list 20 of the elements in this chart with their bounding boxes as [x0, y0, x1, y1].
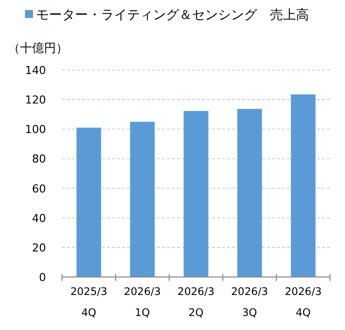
x-tick-label: 2026/3 3Q — [231, 286, 268, 319]
x-tick-label: 2025/3 4Q — [70, 286, 108, 319]
bar — [237, 108, 262, 277]
bar — [290, 94, 316, 277]
y-tick-label: 140 — [25, 64, 46, 77]
y-tick-label: 0 — [39, 271, 46, 284]
y-tick-label: 60 — [32, 182, 46, 196]
x-tick-label: 2026/3 1Q — [124, 286, 161, 319]
y-tick-label: 120 — [25, 94, 46, 107]
bar — [76, 128, 102, 277]
y-axis-title: （十億円） — [8, 41, 68, 55]
x-tick-label: 2026/3 2Q — [178, 286, 214, 319]
y-tick-label: 40 — [32, 212, 46, 225]
chart-title: モーター・ライティング＆センシング 売上高 — [36, 7, 309, 23]
bar — [130, 122, 155, 277]
bar — [184, 110, 208, 277]
y-tick-label: 80 — [32, 152, 46, 166]
y-tick-label: 100 — [25, 123, 46, 136]
x-tick-label: 2026/3 4Q — [284, 286, 322, 319]
y-tick-label: 20 — [32, 241, 46, 254]
